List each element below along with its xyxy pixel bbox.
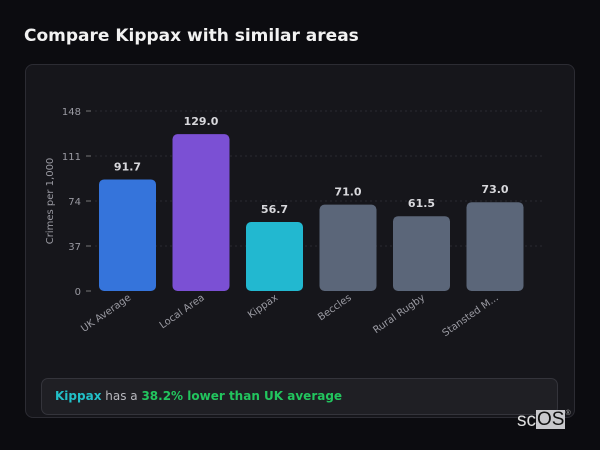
x-tick-label: Stansted M... — [441, 292, 501, 339]
bar-local-area — [172, 134, 230, 291]
data-label: 61.5 — [408, 197, 435, 210]
data-label: 129.0 — [184, 115, 219, 128]
bar-rural-rugby — [393, 216, 450, 291]
x-tick-label: Beccles — [316, 292, 354, 323]
y-tick-label: 0 — [75, 287, 81, 298]
y-tick-label: 37 — [68, 242, 81, 253]
x-tick-label: Local Area — [158, 292, 207, 331]
bar-uk-average — [99, 179, 156, 291]
page-title: Compare Kippax with similar areas — [24, 26, 359, 46]
bar-beccles — [319, 204, 377, 291]
data-label: 71.0 — [334, 186, 361, 199]
data-label: 73.0 — [481, 183, 508, 196]
x-tick-label: UK Average — [79, 292, 133, 334]
scos-logo: sc OS ® — [517, 409, 571, 431]
callout-highlight: 38.2% lower than UK average — [141, 389, 343, 403]
comparison-callout: Kippax has a 38.2% lower than UK average — [41, 378, 558, 415]
data-label: 91.7 — [114, 160, 141, 173]
y-tick-label: 74 — [68, 197, 81, 208]
y-tick-label: 148 — [62, 107, 81, 118]
callout-middle: has a — [101, 389, 142, 403]
x-tick-label: Rural Rugby — [371, 292, 427, 336]
y-tick-label: 111 — [62, 152, 81, 163]
bar-stansted-m- — [466, 202, 524, 291]
x-tick-label: Kippax — [246, 292, 280, 321]
y-axis-label: Crimes per 1,000 — [45, 158, 56, 245]
bar-kippax — [246, 222, 303, 291]
callout-subject: Kippax — [55, 389, 102, 403]
data-label: 56.7 — [261, 203, 288, 216]
